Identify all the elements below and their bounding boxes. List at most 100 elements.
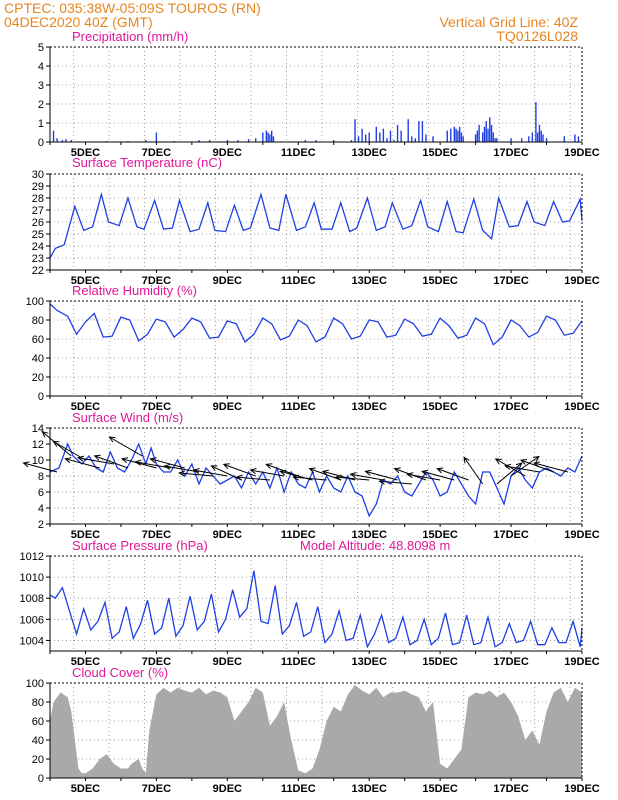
wind-arrow-head — [163, 463, 171, 470]
y-tick-label: 20 — [32, 372, 44, 384]
precip-bar — [198, 140, 200, 142]
panel-relative-humidity: Relative Humidity (%) 0 20 40 60 80 100 5DEC 7DE… — [26, 283, 600, 413]
precip-bar — [421, 121, 424, 142]
precip-bar — [272, 136, 275, 142]
precip-bar — [354, 119, 356, 142]
precip-bar — [265, 130, 268, 142]
wind-arrow-head — [178, 470, 186, 477]
header-date: 04DEC2020 40Z (GMT) — [4, 14, 153, 30]
x-tick-label: 5DEC — [71, 147, 100, 159]
y-tick-label: 80 — [32, 315, 44, 327]
x-tick-label: 19DEC — [564, 783, 600, 795]
precip-bar — [496, 138, 498, 142]
wind-arrow-head — [76, 455, 85, 462]
precip-bar — [357, 136, 360, 142]
header-grid-line: Vertical Grid Line: 40Z — [439, 14, 578, 30]
wind-arrow — [250, 469, 285, 477]
x-tick-label: 19DEC — [564, 147, 600, 159]
precip-bar — [418, 121, 420, 142]
x-tick-label: 5DEC — [71, 783, 100, 795]
wind-arrow — [266, 463, 299, 477]
y-tick-label: 14 — [32, 423, 44, 435]
y-tick-label: 4 — [38, 503, 44, 515]
y-tick-label: 30 — [32, 169, 44, 181]
precip-bar — [364, 134, 367, 142]
wind-arrow — [179, 472, 214, 477]
wind-arrow — [78, 457, 114, 465]
precip-bar — [65, 139, 67, 142]
header-station: CPTEC: 035:38W-05:09S TOUROS (RN) — [4, 0, 261, 16]
precip-bar — [382, 128, 385, 142]
y-tick-label: 6 — [38, 487, 44, 499]
wind-arrow-head — [149, 457, 157, 464]
y-tick-label: 8 — [38, 471, 44, 483]
precip-bar — [531, 132, 534, 142]
precip-bar — [545, 138, 548, 142]
precip-bar — [267, 132, 269, 142]
precip-bar — [485, 121, 487, 142]
wind-arrow-head — [64, 457, 72, 464]
x-tick-label: 15DEC — [422, 275, 458, 287]
precip-bar — [535, 102, 537, 142]
x-tick-label: 11DEC — [281, 401, 316, 413]
precip-bar — [450, 128, 452, 142]
precip-bar — [474, 134, 477, 142]
precip-bar — [460, 132, 463, 142]
wind-arrow — [135, 461, 171, 469]
wind-arrow — [164, 465, 200, 473]
precip-bar — [574, 134, 576, 142]
wind-arrow — [121, 458, 157, 469]
y-tick-label: 25 — [32, 229, 44, 241]
precip-bar — [56, 138, 58, 142]
precip-bar — [489, 117, 491, 142]
precip-bar — [538, 124, 541, 142]
y-tick-label: 1010 — [20, 572, 44, 584]
precip-bar — [432, 136, 434, 142]
precip-bar — [61, 140, 64, 142]
y-tick-label: 3 — [38, 80, 44, 92]
x-tick-label: 13DEC — [351, 529, 387, 541]
surface-pressure-title: Surface Pressure (hPa) — [72, 538, 208, 553]
wind-arrow-head — [108, 436, 116, 443]
y-tick-label: 24 — [32, 241, 44, 253]
x-tick-label: 5DEC — [71, 401, 100, 413]
y-tick-label: 0 — [38, 391, 44, 403]
wind-arrow-head — [421, 469, 429, 476]
precip-bar — [446, 130, 448, 142]
y-tick-label: 2 — [38, 99, 44, 111]
x-tick-label: 13DEC — [351, 401, 387, 413]
x-tick-label: 13DEC — [351, 147, 387, 159]
precip-bar — [478, 124, 480, 142]
wind-arrow-head — [93, 454, 101, 461]
precip-bar — [528, 136, 530, 142]
precip-bar — [521, 138, 523, 142]
wind-arrow — [505, 465, 540, 473]
wind-arrow-head — [292, 474, 300, 481]
wind-arrow-head — [235, 474, 243, 481]
surface-pressure-line — [49, 570, 583, 649]
panel-surface-temperature: Surface Temperature (nC) 2223242526272829… — [32, 155, 600, 287]
wind-arrow — [365, 470, 398, 481]
precip-bar — [70, 140, 72, 142]
y-tick-label: 5 — [38, 42, 44, 54]
precip-bar — [350, 140, 353, 142]
wind-arrow-head — [192, 468, 200, 475]
x-tick-label: 7DEC — [142, 147, 171, 159]
wind-arrow — [193, 469, 228, 477]
wind-arrow — [94, 455, 129, 469]
y-tick-label: 40 — [32, 735, 44, 747]
wind-arrow — [534, 462, 568, 473]
precip-bar — [407, 119, 409, 142]
x-tick-label: 13DEC — [351, 783, 387, 795]
precip-bar — [542, 134, 544, 142]
x-tick-label: 7DEC — [142, 529, 171, 541]
y-tick-label: 28 — [32, 193, 44, 205]
y-tick-label: 4 — [38, 61, 44, 73]
wind-arrow — [463, 457, 484, 485]
panel-cloud-cover: Cloud Cover (%) 0 20 40 60 80 100 5DEC 7DEC 9DEC 1… — [26, 665, 600, 795]
x-tick-label: 19DEC — [564, 656, 600, 668]
panel-surface-wind: Surface Wind (m/s) 2 4 6 8 10 12 14 5DEC 7DEC 9DEC… — [22, 410, 600, 541]
x-tick-label: 19DEC — [564, 529, 600, 541]
wind-arrow-head — [519, 459, 527, 465]
precip-bar — [386, 138, 388, 142]
